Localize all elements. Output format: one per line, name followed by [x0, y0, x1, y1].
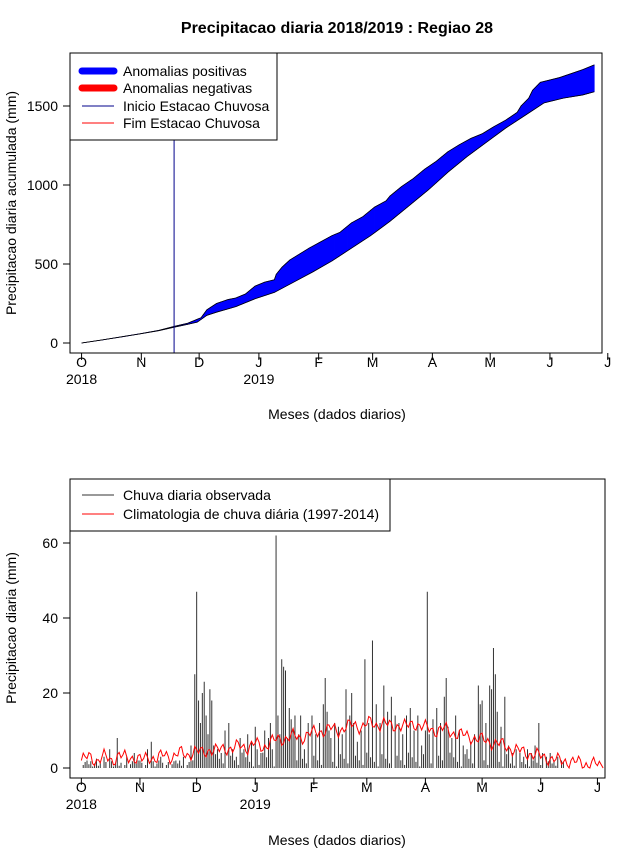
x-tick-label: J [252, 779, 259, 795]
x-tick-label: J [604, 354, 611, 370]
plot-frame [69, 52, 603, 354]
y-tick-label: 60 [42, 535, 58, 551]
year-label: 2018 [66, 371, 97, 387]
observed-bars [82, 535, 564, 768]
accumulated-panel: 0 500 1000 1500 O N D J F M A M J J 2018 2019 Precipit… [3, 52, 611, 422]
x-tick-label: M [476, 779, 488, 795]
x-tick-label: D [192, 779, 202, 795]
y-tick-label: 1500 [27, 98, 58, 114]
x-tick-label: J [255, 354, 262, 370]
y-tick-label: 0 [50, 760, 58, 776]
legend-box [69, 478, 391, 532]
x-tick-label: J [594, 779, 601, 795]
legend-label-positive: Anomalias positivas [123, 63, 247, 79]
y-axis: 0 20 40 60 [42, 535, 70, 776]
legend-label-negative: Anomalias negativas [123, 80, 252, 96]
x-tick-label: D [194, 354, 204, 370]
x-tick-label: M [484, 354, 496, 370]
y-tick-label: 0 [50, 335, 58, 351]
x-tick-label: M [361, 779, 373, 795]
daily-panel: 0 20 40 60 O N D J F M A M J J 2018 2019 Precipitacao … [3, 478, 606, 848]
x-tick-label: F [314, 354, 323, 370]
x-axis-title: Meses (dados diarios) [268, 406, 406, 422]
year-label: 2018 [66, 796, 97, 812]
y-tick-label: 40 [42, 610, 58, 626]
x-tick-label: A [428, 354, 438, 370]
x-tick-label: N [135, 779, 145, 795]
x-tick-label: J [537, 779, 544, 795]
legend-label-start: Inicio Estacao Chuvosa [123, 98, 270, 114]
x-tick-label: O [76, 354, 87, 370]
anomaly-band [81, 64, 595, 344]
x-tick-label: O [76, 779, 87, 795]
legend-label-climatology: Climatologia de chuva diária (1997-2014) [123, 506, 379, 522]
x-tick-label: N [136, 354, 146, 370]
y-axis-title: Precipitacao diaria (mm) [3, 552, 19, 704]
observed-accumulated-line [81, 64, 595, 344]
legend: Anomalias positivas Anomalias negativas … [69, 52, 278, 141]
y-tick-label: 500 [35, 256, 59, 272]
legend: Chuva diaria observada Climatologia de c… [69, 478, 391, 532]
y-tick-label: 20 [42, 685, 58, 701]
legend-label-end: Fim Estacao Chuvosa [123, 115, 260, 131]
anomaly-positive-segment [592, 64, 595, 93]
y-axis-title: Precipitacao diaria acumulada (mm) [3, 91, 19, 315]
legend-label-observed: Chuva diaria observada [123, 487, 271, 503]
x-axis-title: Meses (dados diarios) [268, 832, 406, 848]
climatology-line [80, 715, 604, 770]
x-tick-label: J [546, 354, 553, 370]
x-tick-label: A [421, 779, 431, 795]
x-axis: O N D J F M A M J J 2018 2019 [66, 778, 601, 812]
y-axis: 0 500 1000 1500 [27, 98, 70, 351]
year-label: 2019 [240, 796, 271, 812]
year-label: 2019 [243, 371, 274, 387]
x-tick-label: M [367, 354, 379, 370]
y-tick-label: 1000 [27, 177, 58, 193]
chart-title: Precipitacao diaria 2018/2019 : Regiao 2… [181, 20, 493, 37]
x-tick-label: F [310, 779, 319, 795]
climatology-accumulated-line [81, 91, 595, 344]
x-axis: O N D J F M A M J J 2018 2019 [66, 353, 611, 387]
